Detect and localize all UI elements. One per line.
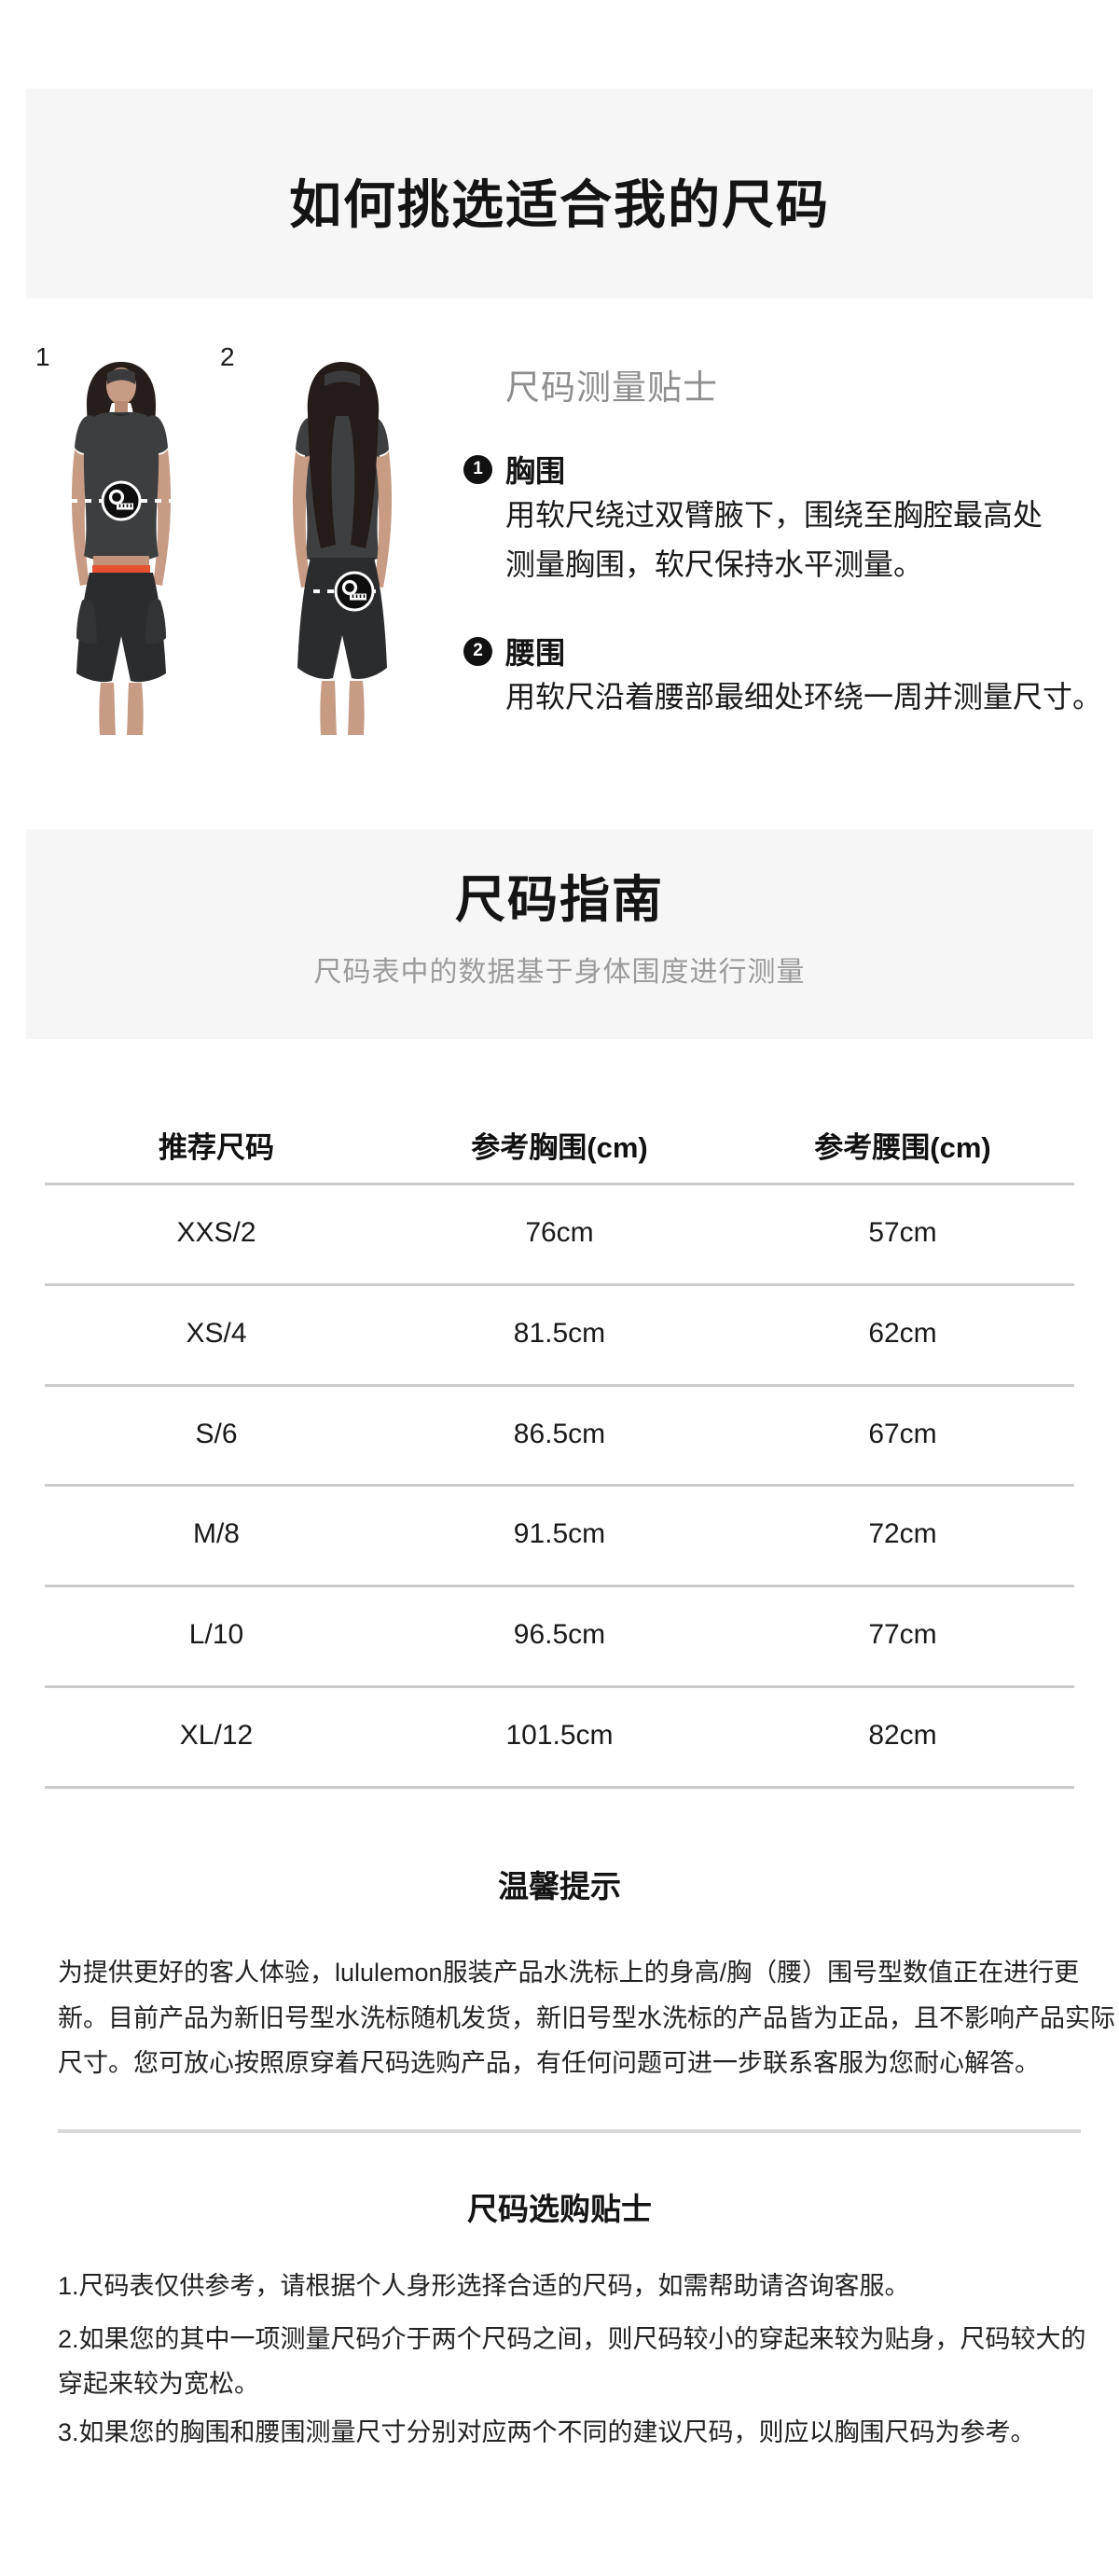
table-divider bbox=[45, 1183, 1074, 1185]
hero-band: 如何挑选适合我的尺码 bbox=[26, 89, 1093, 298]
waist-cell: 67cm bbox=[868, 1419, 937, 1449]
section-divider bbox=[58, 2129, 1081, 2133]
purchase-tip-3: 3.如果您的胸围和腰围测量尺寸分别对应两个不同的建议尺码，则应以胸围尺码为参考。 bbox=[58, 2418, 1036, 2446]
bust-cell: 86.5cm bbox=[513, 1419, 606, 1449]
purchase-tip-1: 1.尺码表仅供参考，请根据个人身形选择合适的尺码，如需帮助请咨询客服。 bbox=[58, 2272, 910, 2300]
table-divider bbox=[45, 1283, 1074, 1286]
purchase-tips-title: 尺码选购贴士 bbox=[467, 2192, 652, 2226]
waist-cell: 57cm bbox=[868, 1217, 937, 1248]
bust-cell: 91.5cm bbox=[513, 1518, 606, 1549]
bust-cell: 81.5cm bbox=[513, 1318, 606, 1349]
waist-cell: 82cm bbox=[868, 1720, 937, 1751]
size-table-header-row: 推荐尺码 参考胸围(cm) 参考腰围(cm) bbox=[45, 1131, 1074, 1165]
model-back-photo bbox=[235, 360, 407, 735]
model-back-figure bbox=[292, 362, 399, 735]
table-row: XS/4 81.5cm 62cm bbox=[45, 1317, 1074, 1350]
column-header-waist: 参考腰围(cm) bbox=[814, 1131, 991, 1164]
warm-notice-line-1: 为提供更好的客人体验，lululemon服装产品水洗标上的身高/胸（腰）围号型数… bbox=[58, 1959, 1080, 1987]
table-divider bbox=[45, 1685, 1074, 1688]
size-cell: XXS/2 bbox=[176, 1217, 256, 1248]
model-front-photo bbox=[28, 360, 214, 735]
waist-cell: 77cm bbox=[868, 1619, 937, 1650]
waist-measure-marker bbox=[313, 571, 399, 612]
model-front-figure bbox=[71, 362, 172, 735]
size-cell: S/6 bbox=[195, 1419, 238, 1449]
warm-notice-line-3: 尺寸。您可放心按照原穿着尺码选购产品，有任何问题可进一步联系客服为您耐心解答。 bbox=[58, 2049, 1040, 2077]
back-photo-number: 2 bbox=[220, 342, 235, 371]
number-1-badge: 1 bbox=[463, 454, 492, 484]
number-2-badge: 2 bbox=[463, 636, 492, 666]
size-guide-subtitle: 尺码表中的数据基于身体围度进行测量 bbox=[313, 957, 806, 988]
table-row: XXS/2 76cm 57cm bbox=[45, 1216, 1074, 1250]
bust-cell: 101.5cm bbox=[505, 1720, 614, 1751]
size-cell: XS/4 bbox=[186, 1318, 247, 1349]
table-row: XL/12 101.5cm 82cm bbox=[45, 1719, 1074, 1752]
bust-cell: 76cm bbox=[525, 1217, 594, 1248]
measure-item-waist-label: 腰围 bbox=[505, 636, 566, 670]
measure-item-bust: 1 胸围 bbox=[463, 454, 565, 488]
size-cell: L/10 bbox=[188, 1619, 244, 1650]
measure-item-bust-label: 胸围 bbox=[505, 454, 566, 488]
measuring-tape-icon bbox=[334, 571, 375, 612]
table-row: M/8 91.5cm 72cm bbox=[45, 1517, 1074, 1551]
size-cell: M/8 bbox=[192, 1518, 240, 1549]
purchase-tip-2-continued: 穿起来较为宽松。 bbox=[58, 2370, 259, 2398]
page-title: 如何挑选适合我的尺码 bbox=[289, 175, 830, 234]
table-divider bbox=[45, 1384, 1074, 1387]
table-divider bbox=[45, 1786, 1074, 1789]
table-row: L/10 96.5cm 77cm bbox=[45, 1618, 1074, 1652]
size-guide-band: 尺码指南 尺码表中的数据基于身体围度进行测量 bbox=[26, 829, 1093, 1039]
purchase-tip-2: 2.如果您的其中一项测量尺码介于两个尺码之间，则尺码较小的穿起来较为贴身，尺码较… bbox=[58, 2325, 1086, 2353]
waist-instruction-line-1: 用软尺沿着腰部最细处环绕一周并测量尺寸。 bbox=[505, 680, 1103, 713]
bust-instruction-line-1: 用软尺绕过双臂腋下，围绕至胸腔最高处 bbox=[505, 498, 1043, 532]
measure-tips-title: 尺码测量贴士 bbox=[505, 368, 718, 407]
warm-notice-title: 温馨提示 bbox=[498, 1869, 621, 1904]
bust-cell: 96.5cm bbox=[513, 1619, 606, 1650]
measure-item-waist: 2 腰围 bbox=[463, 636, 565, 670]
measuring-tape-icon bbox=[101, 480, 142, 521]
table-divider bbox=[45, 1585, 1074, 1587]
waist-cell: 72cm bbox=[868, 1518, 937, 1549]
bust-instruction-line-2: 测量胸围，软尺保持水平测量。 bbox=[505, 547, 924, 581]
column-header-size: 推荐尺码 bbox=[159, 1131, 274, 1164]
table-divider bbox=[45, 1484, 1074, 1487]
size-cell: XL/12 bbox=[179, 1720, 254, 1751]
column-header-bust: 参考胸围(cm) bbox=[471, 1131, 648, 1164]
bust-measure-marker bbox=[71, 480, 172, 521]
table-row: S/6 86.5cm 67cm bbox=[45, 1418, 1074, 1451]
size-guide-title: 尺码指南 bbox=[455, 872, 664, 928]
warm-notice-line-2: 新。目前产品为新旧号型水洗标随机发货，新旧号型水洗标的产品皆为正品，且不影响产品… bbox=[58, 2004, 1115, 2032]
front-photo-number: 1 bbox=[35, 342, 50, 371]
waist-cell: 62cm bbox=[868, 1318, 937, 1349]
